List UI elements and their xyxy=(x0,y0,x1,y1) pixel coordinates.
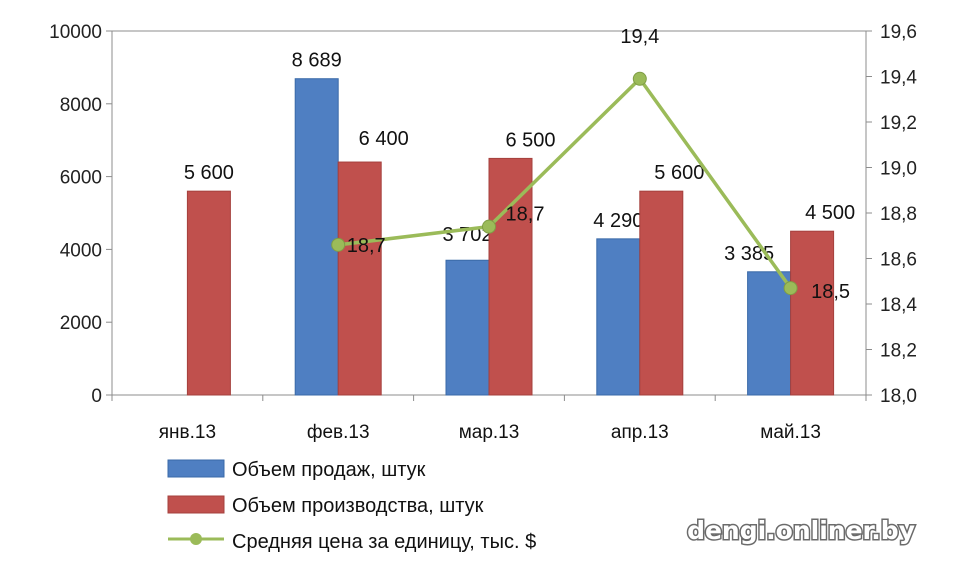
data-label-sales: 4 290 xyxy=(593,210,643,232)
y-right-tick-label: 19,4 xyxy=(880,68,917,89)
y-right-tick-label: 18,8 xyxy=(880,204,917,225)
bar-production xyxy=(639,190,684,396)
y-left-tick-label: 4000 xyxy=(60,240,102,261)
legend-label-price: Средняя цена за единицу, тыс. $ xyxy=(232,531,536,553)
x-tick-label: мар.13 xyxy=(459,422,520,443)
y-right-tick-label: 18,0 xyxy=(880,386,917,407)
bar-production xyxy=(790,230,835,396)
data-label-production: 6 400 xyxy=(359,128,409,150)
legend-swatch-production xyxy=(167,495,225,514)
y-right-tick-label: 19,0 xyxy=(880,159,917,180)
bar-sales xyxy=(294,78,339,396)
y-left-tick-label: 2000 xyxy=(60,313,102,334)
bar-sales xyxy=(445,259,490,396)
x-tick-label: янв.13 xyxy=(159,422,216,443)
data-label-price: 18,7 xyxy=(347,235,386,257)
legend-marker-price xyxy=(190,533,202,545)
y-left-tick-label: 0 xyxy=(91,386,102,407)
point-price xyxy=(331,237,346,252)
legend-label-production: Объем производства, штук xyxy=(232,495,484,517)
bar-production xyxy=(488,157,533,396)
data-label-production: 5 600 xyxy=(184,162,234,184)
legend-label-sales: Объем продаж, штук xyxy=(232,459,426,481)
y-right-tick-label: 19,2 xyxy=(880,113,917,134)
y-left-tick-label: 10000 xyxy=(49,22,102,43)
bar-sales xyxy=(747,271,792,396)
y-right-tick-label: 18,4 xyxy=(880,295,917,316)
data-label-production: 6 500 xyxy=(505,129,555,151)
point-price xyxy=(482,219,496,234)
data-label-sales: 8 689 xyxy=(292,50,342,72)
data-label-price: 19,4 xyxy=(620,26,659,48)
y-right-tick-label: 18,6 xyxy=(880,250,917,271)
x-tick-label: май.13 xyxy=(760,422,821,443)
line-price xyxy=(337,77,793,290)
bar-production xyxy=(337,161,382,396)
legend: Объем продаж, штук Объем производства, ш… xyxy=(167,459,536,553)
point-price xyxy=(632,71,647,86)
y-left-tick-label: 8000 xyxy=(60,95,102,116)
data-label-production: 4 500 xyxy=(805,202,855,224)
y-left-tick-label: 6000 xyxy=(60,168,102,189)
legend-swatch-sales xyxy=(167,459,225,478)
x-tick-label: апр.13 xyxy=(611,422,669,443)
bar-production xyxy=(186,190,231,396)
x-tick-label: фев.13 xyxy=(307,422,370,443)
y-right-tick-label: 18,2 xyxy=(880,341,917,362)
point-price xyxy=(783,281,798,296)
watermark: dengi.onliner.by xyxy=(687,516,915,545)
data-label-price: 18,7 xyxy=(506,204,545,226)
data-label-price: 18,5 xyxy=(811,281,850,303)
data-label-production: 5 600 xyxy=(654,162,704,184)
y-right-tick-label: 19,6 xyxy=(880,22,917,43)
bar-sales xyxy=(596,238,641,396)
plot-area: 0 2000 4000 6000 8000 10000 18,0 18,2 18,4 18,6 18… xyxy=(49,22,917,443)
